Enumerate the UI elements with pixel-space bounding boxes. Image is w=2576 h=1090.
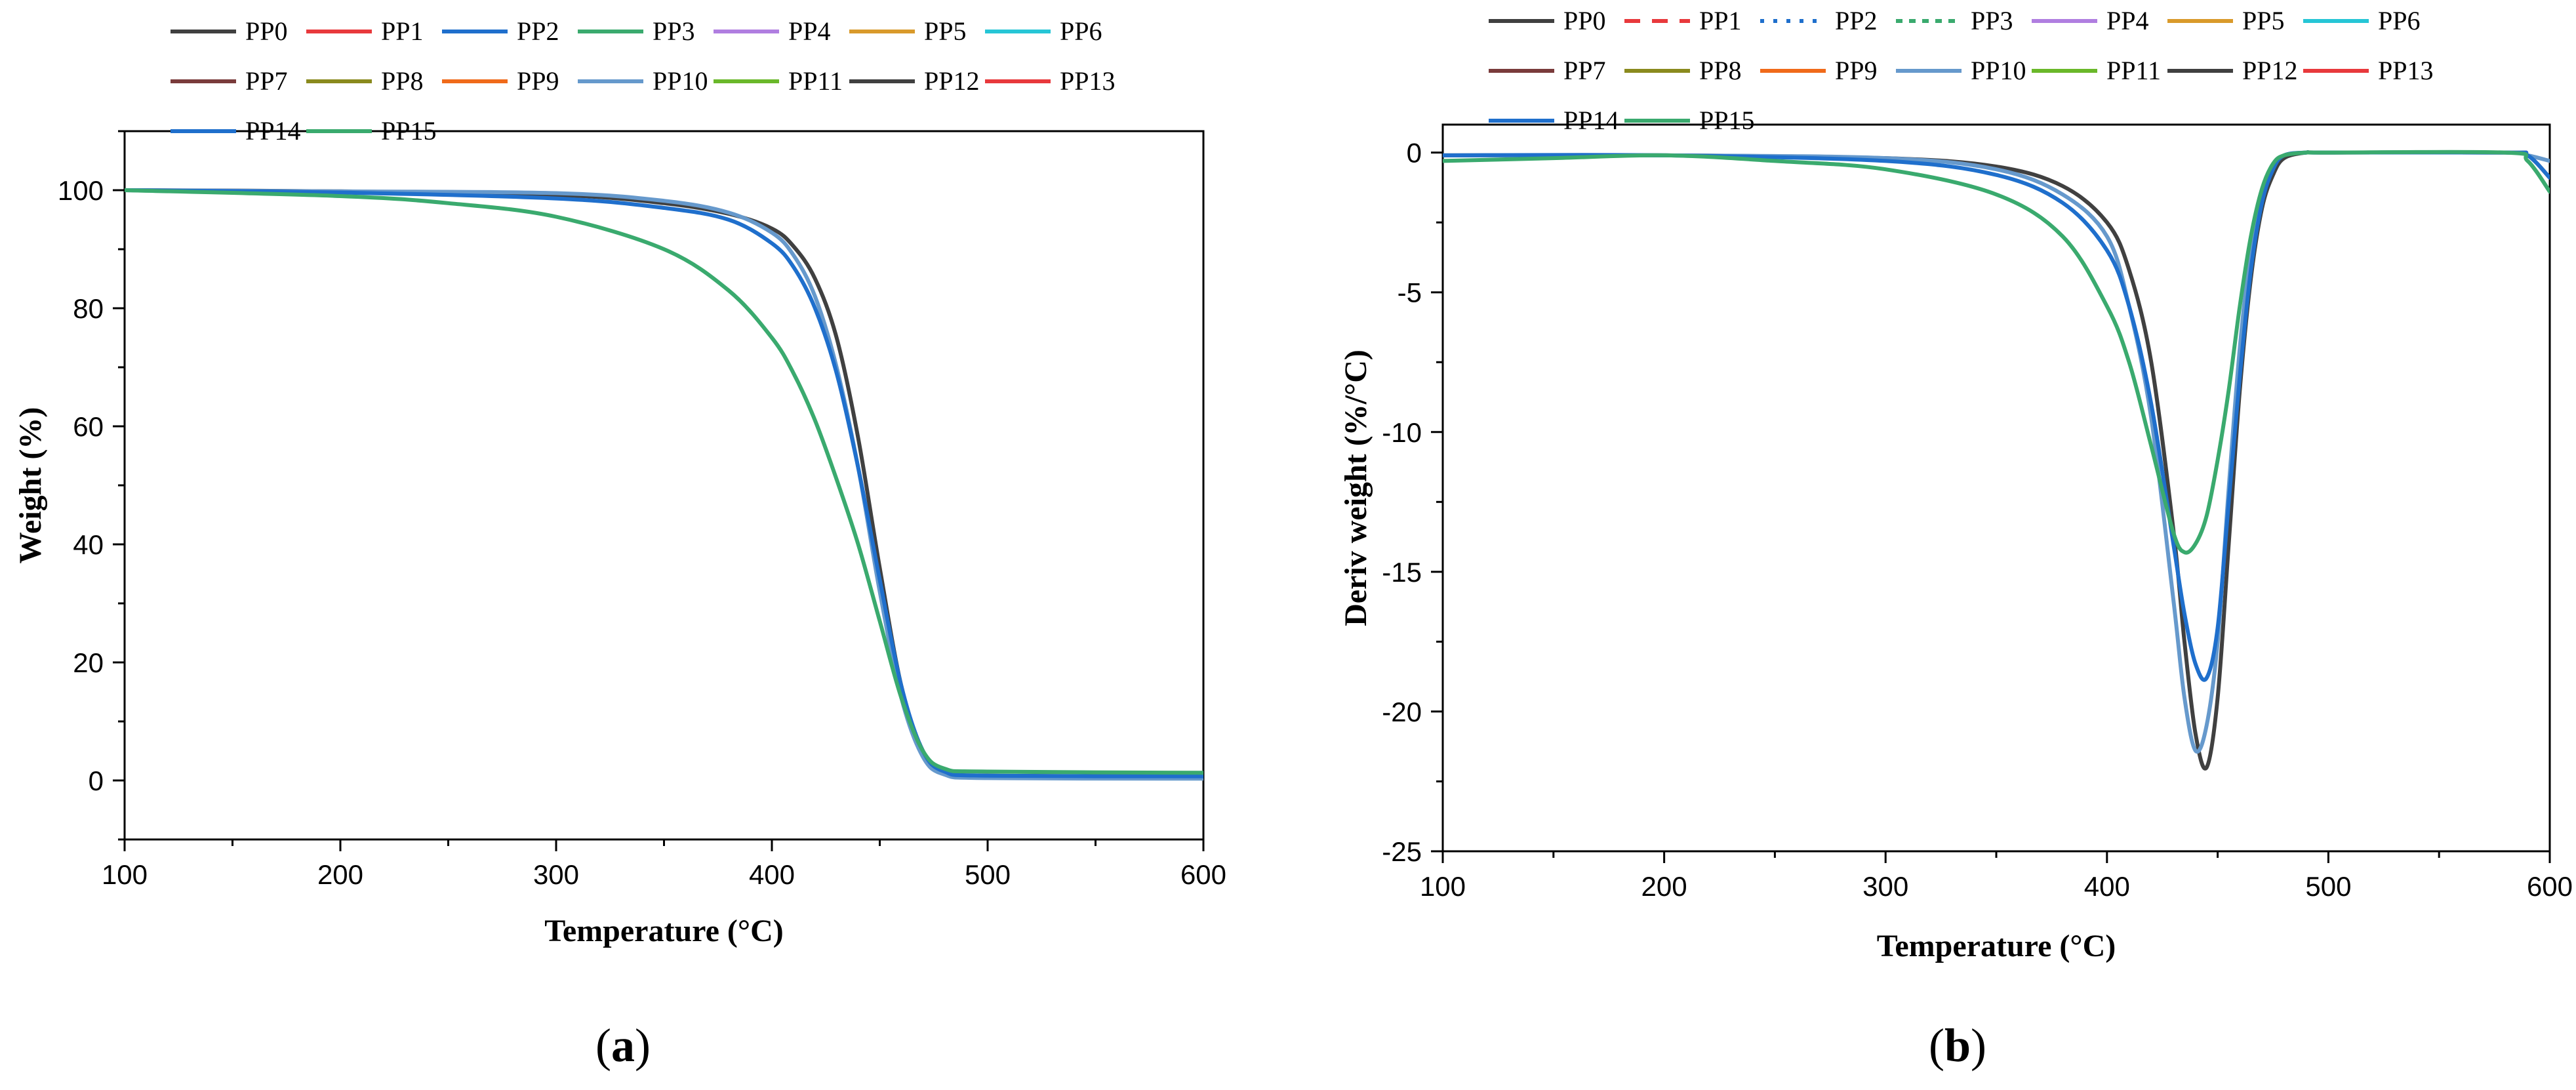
y-tick-label: -25 (1382, 836, 1422, 867)
y-tick-label: -15 (1382, 557, 1422, 588)
panel-b-label: (b) (1929, 1019, 1986, 1072)
y-tick-label: 40 (73, 529, 104, 560)
legend-label-pp6: PP6 (2378, 6, 2421, 35)
y-tick-label: -10 (1382, 417, 1422, 448)
series-group (125, 188, 1203, 781)
legend-label-pp13: PP13 (2378, 56, 2434, 85)
x-axis-title: Temperature (°C) (1877, 929, 2116, 963)
legend-label-pp0: PP0 (1563, 6, 1606, 35)
legend-label-pp3: PP3 (653, 16, 695, 46)
legend-label-pp3: PP3 (1971, 6, 2013, 35)
legend-label-pp2: PP2 (1835, 6, 1878, 35)
x-tick-label: 500 (2305, 871, 2351, 902)
legend-label-pp11: PP11 (788, 66, 843, 96)
x-tick-label: 200 (1641, 871, 1687, 902)
x-tick-label: 600 (2527, 871, 2573, 902)
y-tick-label: -5 (1398, 277, 1422, 308)
legend-label-pp12: PP12 (2242, 56, 2298, 85)
y-tick-label: 20 (73, 647, 104, 678)
x-tick-label: 100 (102, 859, 148, 890)
x-tick-label: 600 (1180, 859, 1226, 890)
legend-label-pp1: PP1 (1699, 6, 1742, 35)
x-tick-label: 400 (749, 859, 795, 890)
legend-label-pp12: PP12 (924, 66, 980, 96)
x-tick-label: 400 (2084, 871, 2130, 902)
series-line-pp15 (1443, 150, 2550, 555)
series-line-pp0 (125, 188, 1203, 778)
legend-label-pp8: PP8 (1699, 56, 1742, 85)
x-tick-label: 500 (965, 859, 1011, 890)
series-line-pp0 (1443, 150, 2550, 771)
x-axis-title: Temperature (°C) (544, 914, 783, 948)
legend-label-pp4: PP4 (2106, 6, 2149, 35)
series-group (1443, 150, 2550, 771)
legend-label-pp11: PP11 (2106, 56, 2161, 85)
legend-label-pp7: PP7 (1563, 56, 1606, 85)
y-tick-label: -20 (1382, 696, 1422, 727)
legend-label-pp15: PP15 (1699, 106, 1755, 135)
legend-label-pp15: PP15 (381, 116, 437, 146)
legend-label-pp10: PP10 (1971, 56, 2026, 85)
y-tick-label: 60 (73, 411, 104, 442)
series-line-pp10 (125, 188, 1203, 781)
panel-b-chart: 100 200 300 400 500 600 0 -5 -10 -15 -20 -25 Tempera… (1338, 6, 2573, 963)
x-tick-label: 200 (317, 859, 363, 890)
series-line-pp14 (125, 188, 1203, 778)
y-tick-label: 100 (58, 175, 104, 206)
legend-label-pp2: PP2 (517, 16, 559, 46)
legend-label-pp0: PP0 (245, 16, 288, 46)
legend-label-pp9: PP9 (1835, 56, 1878, 85)
y-axis-title: Deriv weight (%/°C) (1338, 350, 1373, 626)
series-line-pp15 (125, 188, 1203, 775)
legend-label-pp9: PP9 (517, 66, 559, 96)
y-tick-label: 80 (73, 293, 104, 324)
series-line-pp14 (1443, 150, 2550, 682)
legend-label-pp14: PP14 (1563, 106, 1619, 135)
y-tick-label: 0 (1407, 138, 1422, 169)
plot-frame (1441, 123, 2551, 853)
legend-label-pp5: PP5 (924, 16, 967, 46)
legend-label-pp8: PP8 (381, 66, 424, 96)
y-tick-label: 0 (89, 765, 104, 796)
legend-label-pp1: PP1 (381, 16, 424, 46)
y-axis-title: Weight (%) (13, 407, 48, 564)
legend-label-pp7: PP7 (245, 66, 288, 96)
plot-frame (123, 130, 1205, 841)
legend-label-pp6: PP6 (1060, 16, 1102, 46)
legend-label-pp5: PP5 (2242, 6, 2285, 35)
legend-label-pp10: PP10 (653, 66, 708, 96)
x-tick-label: 300 (1862, 871, 1908, 902)
series-line-pp10 (1443, 150, 2550, 754)
legend-label-pp4: PP4 (788, 16, 831, 46)
x-tick-label: 100 (1420, 871, 1466, 902)
legend-label-pp14: PP14 (245, 116, 301, 146)
panel-a-label: (a) (595, 1019, 651, 1072)
panel-a-chart: 100 200 300 400 500 600 0 20 40 60 80 100 Temperatur… (13, 16, 1226, 948)
legend-label-pp13: PP13 (1060, 66, 1116, 96)
x-tick-label: 300 (533, 859, 579, 890)
